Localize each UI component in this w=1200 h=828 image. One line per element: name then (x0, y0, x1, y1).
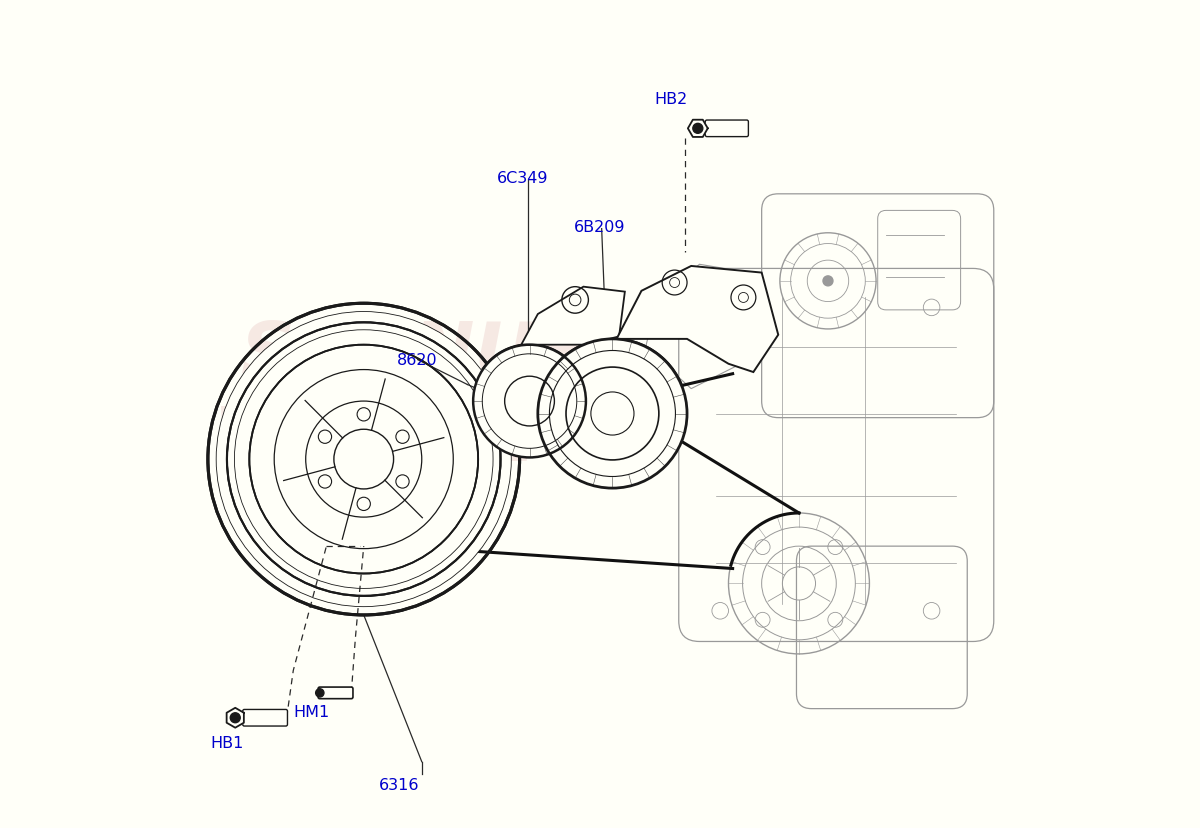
Circle shape (230, 713, 240, 723)
Text: 6B209: 6B209 (574, 220, 625, 235)
Circle shape (473, 345, 586, 458)
Circle shape (692, 124, 703, 134)
Circle shape (538, 339, 688, 489)
Polygon shape (617, 267, 779, 373)
Text: HM1: HM1 (293, 704, 330, 719)
Text: SCHNUR
W A S E R: SCHNUR W A S E R (214, 319, 622, 476)
Circle shape (216, 312, 511, 607)
Text: 6316: 6316 (379, 777, 420, 792)
FancyBboxPatch shape (318, 687, 353, 699)
Circle shape (823, 277, 833, 286)
Circle shape (316, 689, 324, 697)
Text: HB1: HB1 (210, 735, 244, 750)
Text: 6C349: 6C349 (497, 171, 548, 185)
Text: HB2: HB2 (654, 92, 688, 107)
Polygon shape (227, 708, 244, 728)
FancyBboxPatch shape (706, 121, 749, 137)
Polygon shape (521, 287, 625, 345)
Polygon shape (688, 121, 708, 137)
FancyBboxPatch shape (242, 710, 288, 726)
Text: 8620: 8620 (397, 353, 438, 368)
